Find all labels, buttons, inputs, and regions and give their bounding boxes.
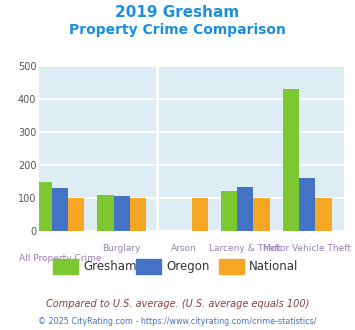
Bar: [97, 195, 114, 231]
Bar: [114, 196, 130, 231]
Text: Burglary: Burglary: [103, 244, 141, 252]
Text: © 2025 CityRating.com - https://www.cityrating.com/crime-statistics/: © 2025 CityRating.com - https://www.city…: [38, 317, 317, 326]
Text: Motor Vehicle Theft: Motor Vehicle Theft: [263, 244, 351, 252]
Bar: [253, 198, 270, 231]
Bar: [130, 198, 146, 231]
Bar: [283, 89, 299, 231]
Text: All Property Crime: All Property Crime: [19, 254, 101, 263]
Text: Larceny & Theft: Larceny & Theft: [209, 244, 282, 252]
Text: Gresham: Gresham: [83, 260, 137, 273]
Bar: [52, 188, 68, 231]
Text: Oregon: Oregon: [166, 260, 210, 273]
Text: Arson: Arson: [171, 244, 196, 252]
Bar: [221, 191, 237, 231]
Bar: [192, 198, 208, 231]
Text: National: National: [249, 260, 299, 273]
Text: Property Crime Comparison: Property Crime Comparison: [69, 23, 286, 37]
Bar: [36, 182, 52, 231]
Bar: [237, 187, 253, 231]
Bar: [315, 198, 332, 231]
Text: 2019 Gresham: 2019 Gresham: [115, 5, 240, 20]
Bar: [299, 178, 315, 231]
Text: Compared to U.S. average. (U.S. average equals 100): Compared to U.S. average. (U.S. average …: [46, 299, 309, 309]
Bar: [68, 198, 84, 231]
